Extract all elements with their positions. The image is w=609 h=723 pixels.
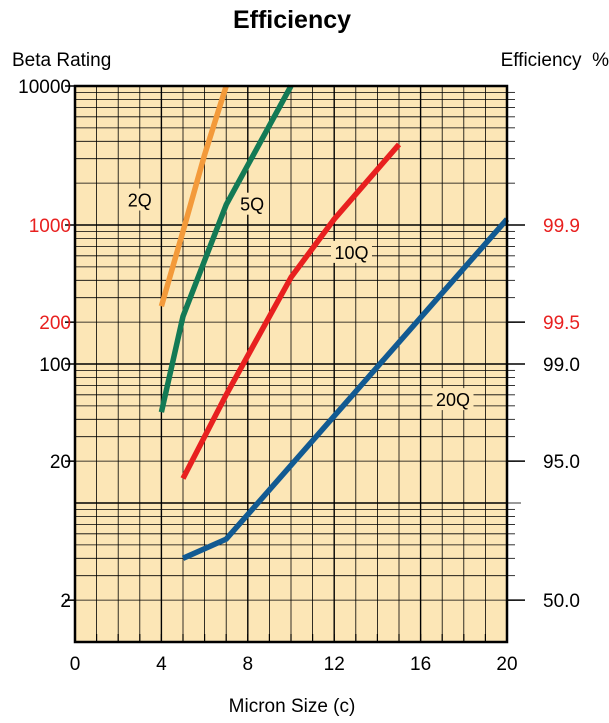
y-axis-label: Beta Rating bbox=[12, 50, 111, 71]
series-label-background bbox=[237, 192, 268, 215]
series-line-5q bbox=[158, 84, 294, 413]
y2-tick-label: 95.0 bbox=[543, 452, 580, 473]
series-layer: 2Q 5Q 10Q 20Q bbox=[124, 84, 510, 561]
x-tick-label: 4 bbox=[156, 654, 167, 675]
series-label-5q: 5Q bbox=[240, 195, 264, 215]
y-tick-label: 10000 bbox=[18, 77, 71, 98]
x-tick-label: 8 bbox=[243, 654, 254, 675]
y-tick-label: 100 bbox=[39, 355, 71, 376]
series-label-background bbox=[124, 188, 155, 211]
y-tick-label: 1000 bbox=[29, 216, 71, 237]
y-tick-label: 200 bbox=[39, 313, 71, 334]
y-tick-label: 2 bbox=[60, 591, 71, 612]
y2-tick-label: 99.5 bbox=[543, 313, 580, 334]
tick-layer: 0 4 8 12 16 20 10000 1000 200 100 20 2 99.9 99.5 99.0 9… bbox=[18, 77, 580, 675]
x-tick-label: 16 bbox=[410, 654, 431, 675]
series-label-background bbox=[330, 240, 372, 263]
x-axis-label: Micron Size (c) bbox=[229, 696, 356, 717]
plot-frame bbox=[73, 84, 509, 644]
series-line-2q bbox=[158, 85, 229, 308]
x-tick-label: 0 bbox=[70, 654, 81, 675]
y-tick-label: 20 bbox=[50, 452, 71, 473]
chart-title: Efficiency bbox=[233, 6, 351, 34]
series-line-10q bbox=[180, 142, 402, 480]
x-tick-label: 20 bbox=[496, 654, 517, 675]
grid bbox=[75, 86, 507, 642]
y2-tick-label: 50.0 bbox=[543, 591, 580, 612]
series-label-2q: 2Q bbox=[128, 191, 152, 211]
series-label-10q: 10Q bbox=[334, 243, 368, 263]
y2-tick-label: 99.9 bbox=[543, 216, 580, 237]
series-label-20q: 20Q bbox=[436, 390, 470, 410]
y2-axis-label: Efficiency % bbox=[501, 50, 609, 71]
y2-tick-label: 99.0 bbox=[543, 355, 580, 376]
series-line-20q bbox=[181, 217, 510, 561]
series-label-background bbox=[432, 388, 474, 411]
x-tick-label: 12 bbox=[324, 654, 345, 675]
